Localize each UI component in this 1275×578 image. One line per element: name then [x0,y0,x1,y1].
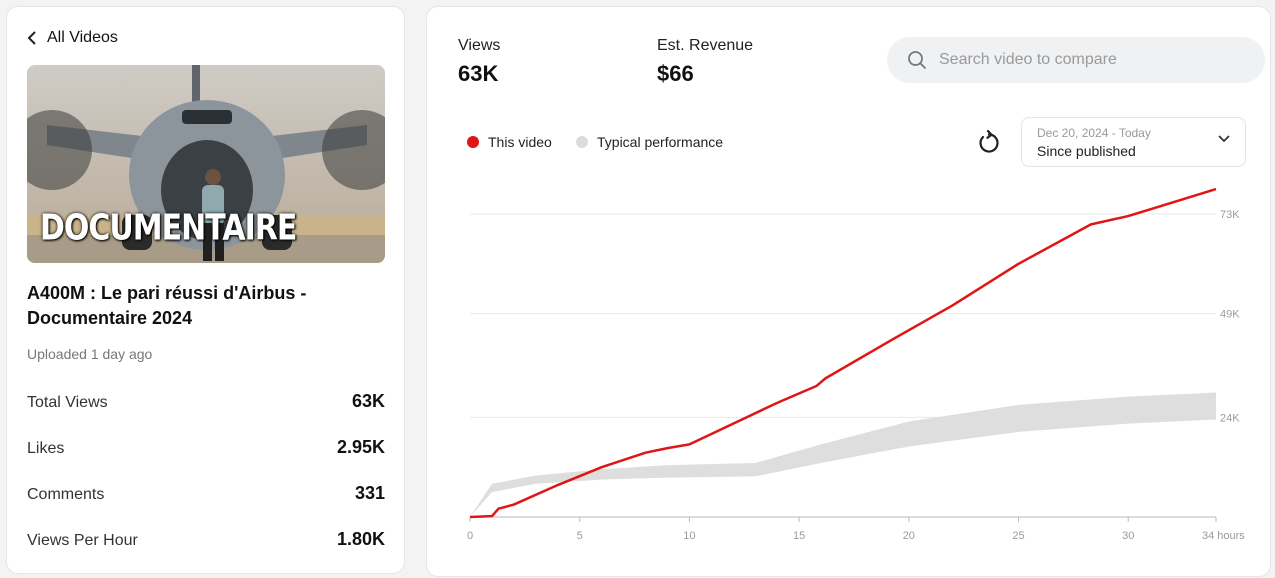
y-tick-label: 73K [1220,209,1240,221]
analytics-panel: Views 63K Est. Revenue $66 This video Ty… [426,6,1271,577]
legend-swatch-grey [576,136,588,148]
chevron-down-icon [1218,135,1230,143]
refresh-icon [979,129,999,153]
video-title: A400M : Le pari réussi d'Airbus - Docume… [27,283,307,328]
stat-value: 1.80K [336,529,385,549]
date-range-text: Dec 20, 2024 - Today [1037,126,1151,140]
stat-likes: Likes 2.95K [27,437,385,458]
thumbnail-caption: DOCUMENTAIRE [40,207,297,249]
aircraft-image [27,65,385,263]
y-tick-label: 49K [1220,309,1240,321]
legend-this-video: This video [467,134,552,150]
revenue-metric: Est. Revenue $66 [657,37,753,87]
search-input[interactable] [939,51,1239,69]
stat-total-views: Total Views 63K [27,391,385,412]
date-range-dropdown[interactable]: Dec 20, 2024 - Today Since published [1021,117,1246,167]
x-tick-label: 15 [793,530,805,542]
stat-views-per-hour: Views Per Hour 1.80K [27,529,385,550]
refresh-button[interactable] [976,129,1002,156]
stat-value: 2.95K [336,437,385,457]
views-value: 63K [458,61,499,86]
upload-time: Uploaded 1 day ago [27,346,153,362]
revenue-label: Est. Revenue [657,37,754,54]
x-tick-label: 10 [683,530,695,542]
stat-label: Views Per Hour [27,532,138,549]
stat-label: Likes [27,440,65,457]
date-range-selected: Since published [1037,143,1136,159]
x-tick-label: 30 [1122,530,1134,542]
stat-label: Comments [27,486,105,503]
video-details-panel: All Videos [6,6,405,574]
x-tick-label: 34 hours [1202,530,1245,542]
views-metric: Views 63K [458,37,500,87]
legend-swatch-red [467,136,479,148]
search-icon [908,51,926,69]
back-to-all-videos-link[interactable]: All Videos [27,29,118,47]
stat-value: 63K [351,391,385,411]
compare-search[interactable] [887,37,1265,83]
y-tick-label: 24K [1220,412,1240,424]
this-video-line [469,187,1217,519]
back-label: All Videos [47,29,118,46]
typical-performance-band [470,392,1216,517]
x-tick-label: 5 [577,530,583,542]
chevron-left-icon [27,31,36,45]
stat-value: 331 [354,483,385,503]
x-tick-label: 20 [903,530,915,542]
x-tick-label: 25 [1012,530,1024,542]
legend-typical: Typical performance [576,134,723,150]
video-thumbnail[interactable]: DOCUMENTAIRE [27,65,385,263]
views-chart: 24K 49K 73K 0 5 10 15 20 25 30 34 hours [467,187,1245,542]
stat-label: Total Views [27,394,108,411]
stat-comments: Comments 331 [27,483,385,504]
views-label: Views [458,37,501,54]
x-tick-label: 0 [467,530,473,542]
legend-label: Typical performance [597,134,724,150]
revenue-value: $66 [657,61,694,86]
legend-label: This video [488,134,552,150]
